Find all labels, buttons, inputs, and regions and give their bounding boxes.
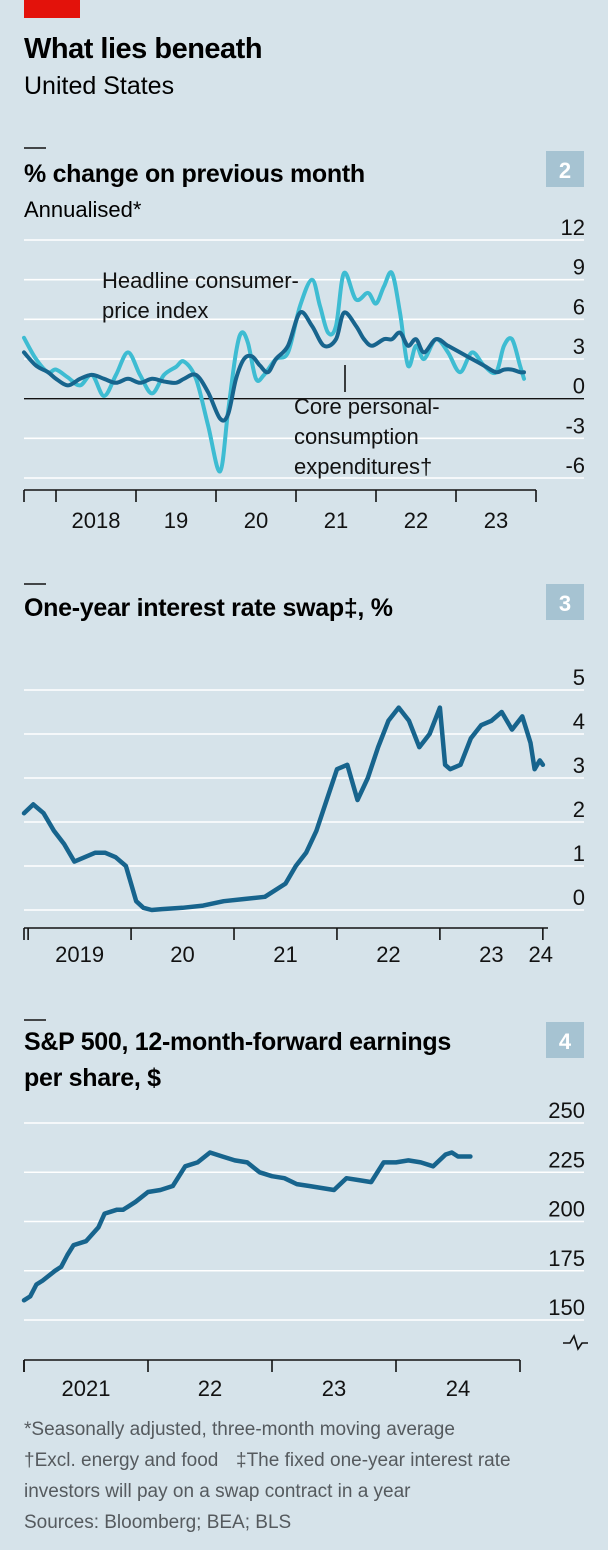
panel-number: 2 bbox=[559, 158, 571, 183]
panel-title: S&P 500, 12-month-forward earnings bbox=[24, 1028, 451, 1056]
series-line-2 bbox=[22, 310, 526, 423]
sources: Sources: Bloomberg; BEA; BLS bbox=[24, 1512, 291, 1533]
panel-title: One-year interest rate swap‡, % bbox=[24, 594, 393, 622]
annotation-headline-cpi: Headline consumer- bbox=[102, 268, 299, 293]
annotation-core-pce: Core personal- bbox=[294, 394, 440, 419]
y-tick-label: 150 bbox=[548, 1295, 585, 1320]
x-tick-label: 22 bbox=[198, 1376, 222, 1401]
panel-number: 3 bbox=[559, 591, 571, 616]
x-tick-label: 21 bbox=[324, 508, 348, 533]
y-tick-label: -6 bbox=[565, 453, 585, 478]
y-tick-label: 9 bbox=[573, 255, 585, 280]
panel-number-box bbox=[546, 1022, 584, 1058]
footnote-core: †Excl. energy and food bbox=[24, 1450, 218, 1471]
series-line-1 bbox=[21, 1150, 473, 1303]
annotation-core-pce-3: expenditures† bbox=[294, 454, 432, 479]
x-tick-label: 2019 bbox=[55, 942, 104, 967]
annotation-core-pce-2: consumption bbox=[294, 424, 419, 449]
panel-number: 4 bbox=[559, 1029, 572, 1054]
page-subtitle: United States bbox=[24, 72, 174, 100]
footnotes: *Seasonally adjusted, three-month moving… bbox=[24, 1419, 511, 1533]
x-tick-label: 20 bbox=[244, 508, 268, 533]
axis-break-icon bbox=[563, 1333, 588, 1351]
x-tick-label: 19 bbox=[164, 508, 188, 533]
y-tick-label: 12 bbox=[561, 215, 585, 240]
footnote-swap: ‡The fixed one-year interest rate bbox=[236, 1450, 511, 1471]
y-tick-label: 200 bbox=[548, 1197, 585, 1222]
y-tick-label: 3 bbox=[573, 334, 585, 359]
y-tick-label: 2 bbox=[573, 797, 585, 822]
y-tick-label: 175 bbox=[548, 1246, 585, 1271]
panel-title: % change on previous month bbox=[24, 160, 365, 188]
x-tick-label: 21 bbox=[273, 942, 297, 967]
y-tick-label: 5 bbox=[573, 665, 585, 690]
y-tick-label: 1 bbox=[573, 841, 585, 866]
y-tick-label: 4 bbox=[573, 709, 585, 734]
panel-earnings: S&P 500, 12-month-forward earnings per s… bbox=[21, 1019, 588, 1401]
x-tick-label: 23 bbox=[479, 942, 503, 967]
y-tick-label: 250 bbox=[548, 1098, 585, 1123]
x-tick-label: 2018 bbox=[72, 508, 121, 533]
y-tick-label: 6 bbox=[573, 294, 585, 319]
x-tick-label: 22 bbox=[404, 508, 428, 533]
panel-title-2: per share, $ bbox=[24, 1064, 161, 1092]
y-tick-label: 0 bbox=[573, 374, 585, 399]
annotation-headline-cpi-2: price index bbox=[102, 298, 208, 323]
x-tick-label: 20 bbox=[170, 942, 194, 967]
panel-number-box bbox=[546, 151, 584, 187]
panel-inflation: % change on previous month Annualised* 2… bbox=[22, 147, 585, 533]
x-tick-label: 22 bbox=[376, 942, 400, 967]
footnote-seasonal: *Seasonally adjusted, three-month moving… bbox=[24, 1419, 455, 1440]
y-tick-label: 3 bbox=[573, 753, 585, 778]
y-tick-label: 0 bbox=[573, 885, 585, 910]
series-line-1 bbox=[22, 270, 526, 474]
panel-number-box bbox=[546, 584, 584, 620]
x-tick-label: 24 bbox=[446, 1376, 470, 1401]
series-line-1 bbox=[21, 705, 546, 913]
panel-subtitle: Annualised* bbox=[24, 197, 142, 222]
panel-swap: One-year interest rate swap‡, % 3 543210… bbox=[21, 583, 585, 967]
y-tick-label: 225 bbox=[548, 1147, 585, 1172]
footnote-swap-2: investors will pay on a swap contract in… bbox=[24, 1481, 411, 1502]
x-tick-label: 23 bbox=[484, 508, 508, 533]
page-title: What lies beneath bbox=[24, 33, 262, 65]
x-tick-label: 23 bbox=[322, 1376, 346, 1401]
y-tick-label: -3 bbox=[565, 413, 585, 438]
x-tick-label: 2021 bbox=[62, 1376, 111, 1401]
x-tick-label: 24 bbox=[529, 942, 553, 967]
brand-accent-bar bbox=[24, 0, 80, 18]
